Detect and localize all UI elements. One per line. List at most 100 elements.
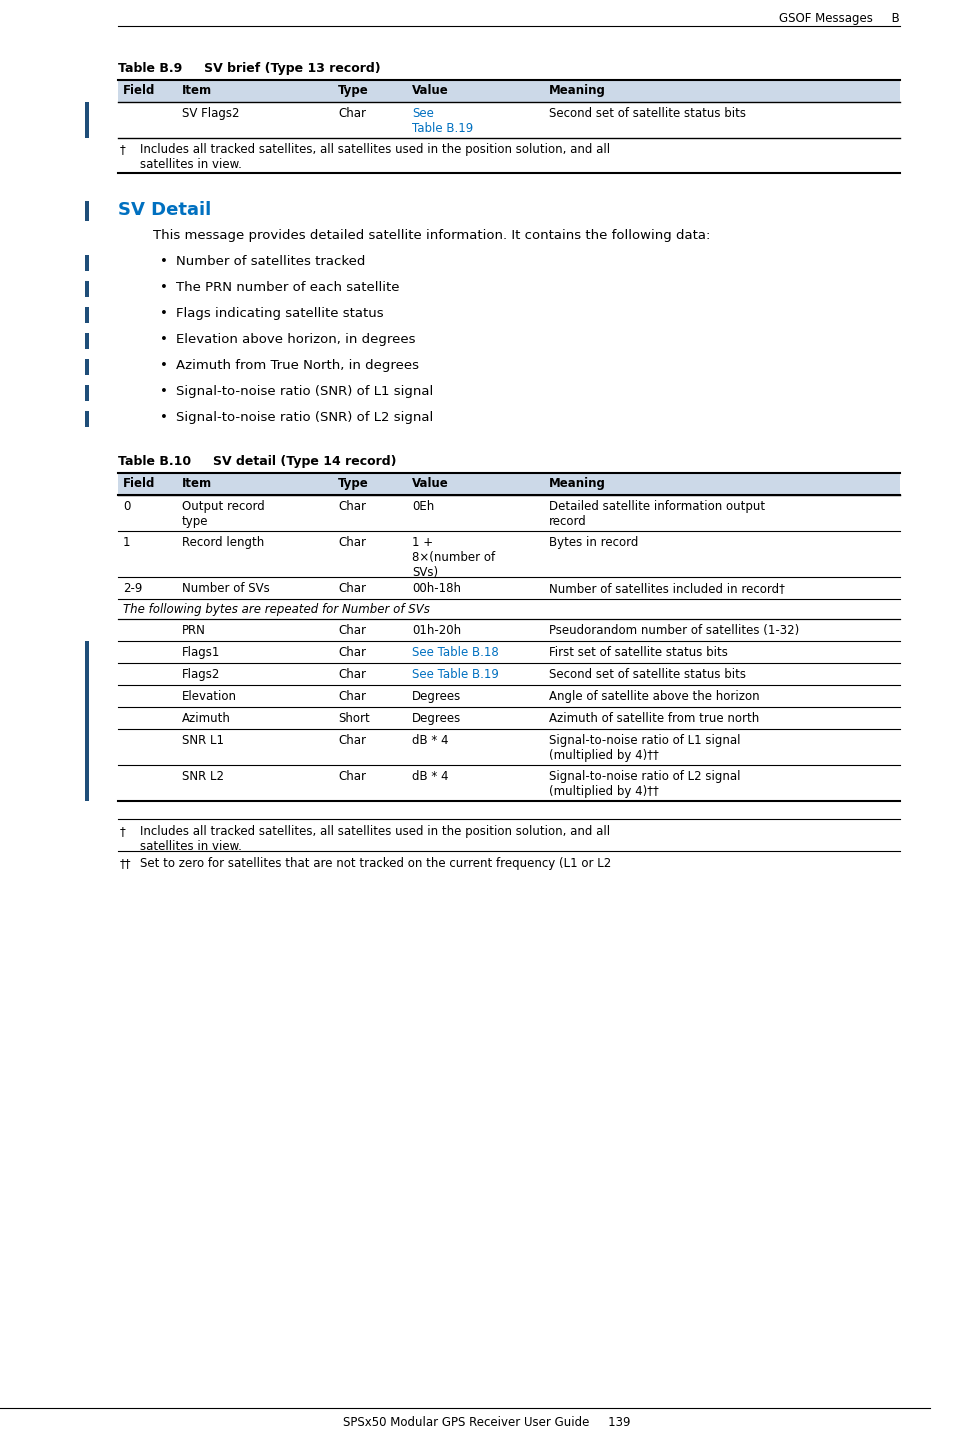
- Text: •: •: [160, 385, 168, 398]
- Text: 01h-20h: 01h-20h: [412, 624, 462, 637]
- Text: Number of satellites tracked: Number of satellites tracked: [176, 254, 365, 267]
- Text: ††: ††: [120, 856, 131, 869]
- Bar: [85, 411, 89, 427]
- Text: •: •: [160, 359, 168, 372]
- Text: †: †: [120, 144, 126, 157]
- Bar: [85, 662, 89, 685]
- Text: Char: Char: [338, 770, 366, 783]
- Text: 00h-18h: 00h-18h: [412, 582, 462, 595]
- Text: GSOF Messages     B: GSOF Messages B: [779, 11, 900, 24]
- Bar: [85, 102, 89, 138]
- Text: Signal-to-noise ratio (SNR) of L1 signal: Signal-to-noise ratio (SNR) of L1 signal: [176, 385, 433, 398]
- Text: Type: Type: [338, 477, 369, 490]
- Text: Char: Char: [338, 624, 366, 637]
- Text: Angle of satellite above the horizon: Angle of satellite above the horizon: [549, 690, 760, 703]
- Text: SPSx50 Modular GPS Receiver User Guide     139: SPSx50 Modular GPS Receiver User Guide 1…: [343, 1415, 631, 1428]
- Text: Elevation: Elevation: [181, 690, 237, 703]
- Text: †: †: [120, 825, 126, 838]
- Text: SV Detail: SV Detail: [118, 201, 211, 218]
- Text: Char: Char: [338, 690, 366, 703]
- Text: Signal-to-noise ratio of L1 signal
(multiplied by 4)††: Signal-to-noise ratio of L1 signal (mult…: [549, 734, 740, 762]
- Text: Type: Type: [338, 83, 369, 98]
- Bar: [85, 333, 89, 349]
- Text: dB * 4: dB * 4: [412, 770, 449, 783]
- Bar: [85, 359, 89, 375]
- Bar: [85, 385, 89, 401]
- Text: This message provides detailed satellite information. It contains the following : This message provides detailed satellite…: [153, 228, 710, 241]
- Bar: [118, 80, 900, 102]
- Text: 1: 1: [123, 536, 131, 549]
- Text: The following bytes are repeated for Number of SVs: The following bytes are repeated for Num…: [123, 604, 430, 616]
- Text: Char: Char: [338, 668, 366, 681]
- Bar: [118, 473, 900, 494]
- Text: 2-9: 2-9: [123, 582, 142, 595]
- Bar: [85, 641, 89, 662]
- Text: •: •: [160, 308, 168, 320]
- Text: Field: Field: [123, 83, 156, 98]
- Text: Includes all tracked satellites, all satellites used in the position solution, a: Includes all tracked satellites, all sat…: [140, 144, 610, 171]
- Text: Azimuth from True North, in degrees: Azimuth from True North, in degrees: [176, 359, 419, 372]
- Bar: [85, 707, 89, 729]
- Text: Degrees: Degrees: [412, 711, 462, 726]
- Bar: [85, 254, 89, 272]
- Text: PRN: PRN: [181, 624, 206, 637]
- Text: Char: Char: [338, 536, 366, 549]
- Text: Char: Char: [338, 582, 366, 595]
- Text: See
Table B.19: See Table B.19: [412, 106, 473, 135]
- Text: SNR L1: SNR L1: [181, 734, 224, 747]
- Text: Flags2: Flags2: [181, 668, 220, 681]
- Text: 0Eh: 0Eh: [412, 500, 434, 513]
- Text: Pseudorandom number of satellites (1-32): Pseudorandom number of satellites (1-32): [549, 624, 800, 637]
- Text: Char: Char: [338, 500, 366, 513]
- Text: Table B.9     SV brief (Type 13 record): Table B.9 SV brief (Type 13 record): [118, 62, 381, 75]
- Text: •: •: [160, 333, 168, 346]
- Text: SV Flags2: SV Flags2: [181, 106, 240, 121]
- Text: Flags1: Flags1: [181, 647, 220, 660]
- Text: Char: Char: [338, 734, 366, 747]
- Text: Value: Value: [412, 83, 449, 98]
- Text: Detailed satellite information output
record: Detailed satellite information output re…: [549, 500, 766, 527]
- Text: Item: Item: [181, 83, 211, 98]
- Text: SNR L2: SNR L2: [181, 770, 224, 783]
- Text: •: •: [160, 411, 168, 424]
- Text: Meaning: Meaning: [549, 477, 606, 490]
- Text: Char: Char: [338, 106, 366, 121]
- Text: The PRN number of each satellite: The PRN number of each satellite: [176, 282, 399, 295]
- Bar: [85, 729, 89, 764]
- Text: Record length: Record length: [181, 536, 264, 549]
- Text: Number of satellites included in record†: Number of satellites included in record†: [549, 582, 785, 595]
- Text: First set of satellite status bits: First set of satellite status bits: [549, 647, 729, 660]
- Bar: [85, 685, 89, 707]
- Text: Flags indicating satellite status: Flags indicating satellite status: [176, 308, 384, 320]
- Bar: [85, 764, 89, 800]
- Text: Output record
type: Output record type: [181, 500, 264, 527]
- Bar: [85, 282, 89, 297]
- Text: 0: 0: [123, 500, 131, 513]
- Text: dB * 4: dB * 4: [412, 734, 449, 747]
- Text: Signal-to-noise ratio (SNR) of L2 signal: Signal-to-noise ratio (SNR) of L2 signal: [176, 411, 433, 424]
- Text: Second set of satellite status bits: Second set of satellite status bits: [549, 106, 746, 121]
- Text: Meaning: Meaning: [549, 83, 606, 98]
- Text: Signal-to-noise ratio of L2 signal
(multiplied by 4)††: Signal-to-noise ratio of L2 signal (mult…: [549, 770, 740, 798]
- Text: Value: Value: [412, 477, 449, 490]
- Bar: [85, 201, 89, 221]
- Text: Second set of satellite status bits: Second set of satellite status bits: [549, 668, 746, 681]
- Text: Item: Item: [181, 477, 211, 490]
- Text: Char: Char: [338, 647, 366, 660]
- Text: Includes all tracked satellites, all satellites used in the position solution, a: Includes all tracked satellites, all sat…: [140, 825, 610, 854]
- Text: Azimuth of satellite from true north: Azimuth of satellite from true north: [549, 711, 760, 726]
- Text: Azimuth: Azimuth: [181, 711, 231, 726]
- Text: Bytes in record: Bytes in record: [549, 536, 639, 549]
- Text: Table B.10     SV detail (Type 14 record): Table B.10 SV detail (Type 14 record): [118, 456, 396, 468]
- Text: See Table B.18: See Table B.18: [412, 647, 499, 660]
- Text: Set to zero for satellites that are not tracked on the current frequency (L1 or : Set to zero for satellites that are not …: [140, 856, 612, 869]
- Text: Degrees: Degrees: [412, 690, 462, 703]
- Text: See Table B.19: See Table B.19: [412, 668, 500, 681]
- Bar: [85, 308, 89, 323]
- Text: Field: Field: [123, 477, 156, 490]
- Text: Short: Short: [338, 711, 370, 726]
- Text: Elevation above horizon, in degrees: Elevation above horizon, in degrees: [176, 333, 416, 346]
- Text: •: •: [160, 254, 168, 267]
- Text: •: •: [160, 282, 168, 295]
- Text: Number of SVs: Number of SVs: [181, 582, 270, 595]
